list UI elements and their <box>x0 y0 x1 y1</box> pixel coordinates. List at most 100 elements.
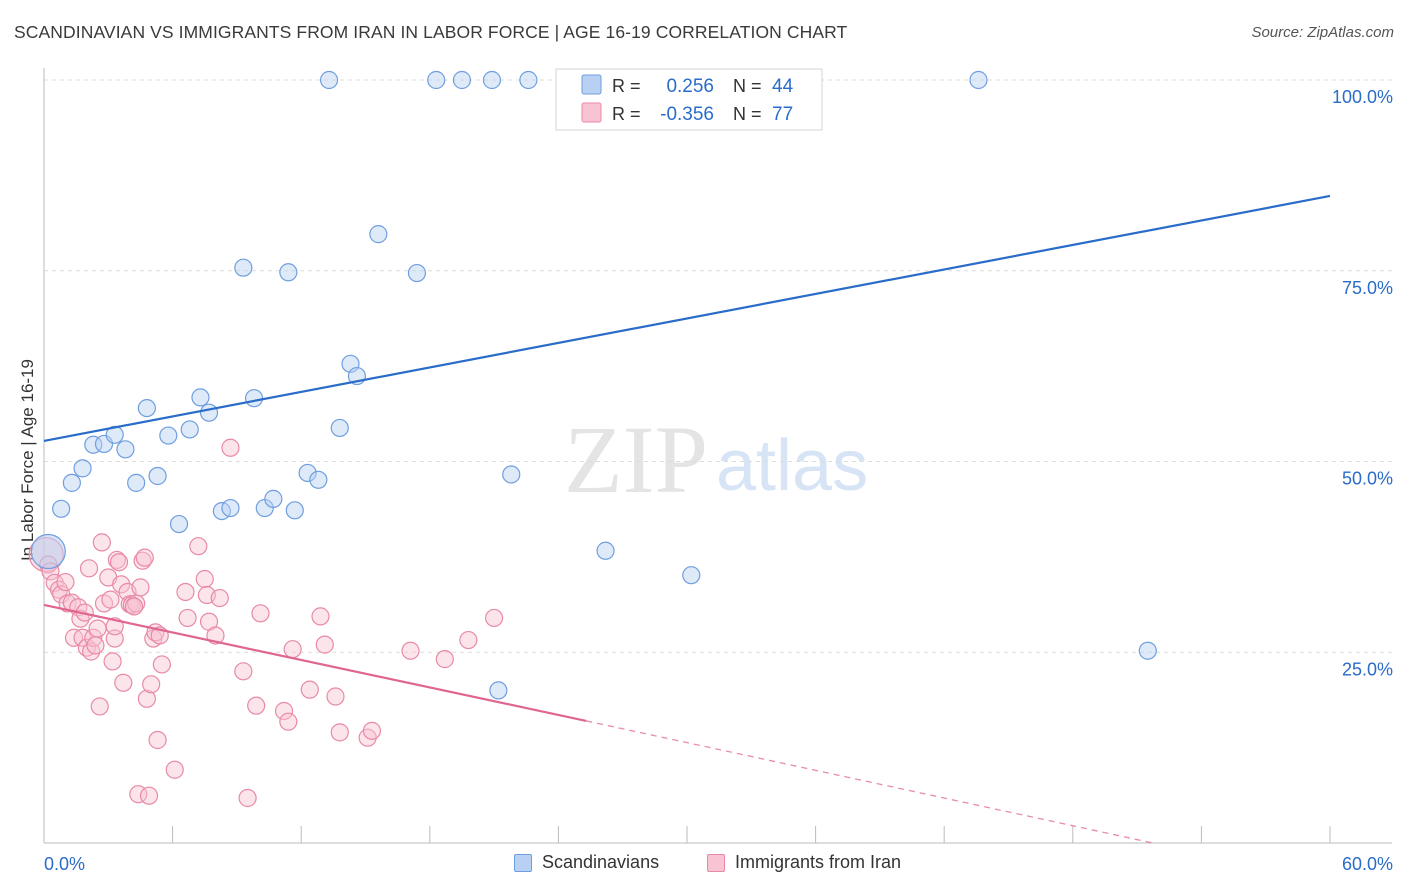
iran-point-6 <box>56 572 75 592</box>
iran-point-37 <box>133 551 152 570</box>
scandinavians-point-40 <box>682 566 701 585</box>
trend-line-scandinavians <box>43 194 1331 442</box>
y-tick-label-0: 25.0% <box>1342 659 1393 679</box>
x-tick-label-0: 0.0% <box>44 854 85 874</box>
iran-point-56 <box>221 438 240 457</box>
scandinavians-point-23 <box>285 501 304 520</box>
iran-point-57 <box>234 662 253 681</box>
scandinavians-point-12 <box>169 514 189 534</box>
iran-point-25 <box>103 652 122 671</box>
scandinavians-point-30 <box>369 225 388 244</box>
iran-point-71 <box>401 641 420 660</box>
y-tick-labels: 25.0% 50.0% 75.0% 100.0% <box>1332 87 1393 679</box>
iran-point-18 <box>86 636 105 655</box>
iran-point-19 <box>88 619 107 638</box>
scandinavians-point-8 <box>127 473 146 492</box>
legend-n-label-pink: N = <box>733 104 762 124</box>
iran-point-50 <box>189 537 208 556</box>
iran-point-60 <box>251 604 270 623</box>
iran-point-47 <box>165 760 184 779</box>
iran-point-59 <box>247 696 266 715</box>
iran-point-15 <box>79 559 99 578</box>
scandinavians-point-34 <box>482 70 502 90</box>
y-tick-label-3: 100.0% <box>1332 87 1393 107</box>
iran-point-62 <box>279 712 298 731</box>
trend-lines <box>43 194 1331 844</box>
iran-point-68 <box>330 723 349 742</box>
legend-r-value-blue: 0.256 <box>666 76 714 97</box>
scandinavians-point-33 <box>452 70 472 90</box>
iran-point-74 <box>485 608 504 628</box>
iran-point-41 <box>142 675 161 694</box>
scandinavians-point-26 <box>319 70 339 90</box>
legend-n-value-blue: 44 <box>772 76 794 97</box>
scandinavians-point-43 <box>489 681 508 700</box>
scandinavians-point-36 <box>519 70 538 90</box>
iran-point-49 <box>178 608 197 628</box>
scandinavians-point-42 <box>1138 641 1157 660</box>
y-tick-label-2: 75.0% <box>1342 278 1393 298</box>
iran-point-38 <box>135 548 154 567</box>
legend-label-scandinavians: Scandinavians <box>542 852 660 872</box>
y-tick-label-1: 50.0% <box>1342 469 1393 489</box>
legend-item-iran[interactable]: Immigrants from Iran <box>707 852 901 873</box>
iran-point-36 <box>131 578 150 597</box>
iran-point-55 <box>210 588 229 608</box>
iran-point-67 <box>326 687 345 706</box>
scandinavians-point-15 <box>199 403 219 422</box>
iran-point-48 <box>176 582 195 602</box>
scandinavians-point-13 <box>180 420 199 439</box>
scandinavians-point-3 <box>73 459 92 478</box>
series-scandinavians-points <box>30 70 1157 700</box>
scandinavians-point-31 <box>407 263 427 283</box>
trend-line-iran <box>43 603 587 722</box>
grid <box>44 79 1392 653</box>
legend-item-scandinavians[interactable]: Scandinavians <box>514 852 659 873</box>
watermark-zip: ZIP <box>564 406 708 513</box>
scandinavians-point-7 <box>116 440 135 459</box>
scandinavians-point-10 <box>148 466 167 486</box>
scandinavians-point-25 <box>309 470 328 489</box>
legend-swatch-iran <box>707 853 725 872</box>
axes <box>43 68 1392 844</box>
iran-point-63 <box>283 640 302 659</box>
source-credit: Source: ZipAtlas.com <box>1251 24 1394 41</box>
trend-line-iran-extension <box>586 720 1154 844</box>
iran-point-73 <box>459 630 478 650</box>
bottom-legend: Scandinavians Immigrants from Iran <box>0 852 1406 878</box>
scandinavians-point-9 <box>137 398 156 418</box>
scandinavians-point-32 <box>427 70 446 90</box>
scandinavians-point-2 <box>62 473 81 492</box>
scandinavians-point-18 <box>234 258 253 277</box>
scandinavians-point-27 <box>330 418 349 438</box>
scandinavians-point-22 <box>279 263 298 282</box>
legend-swatch-blue <box>581 74 602 95</box>
iran-point-61 <box>274 701 294 721</box>
scandinavians-point-17 <box>221 498 240 518</box>
x-tick-labels: 0.0% 60.0% <box>44 854 1393 874</box>
iran-point-66 <box>315 635 334 654</box>
iran-point-40 <box>139 786 159 805</box>
iran-point-28 <box>109 553 129 572</box>
scandinavians-point-1 <box>52 499 71 518</box>
iran-point-44 <box>148 730 167 750</box>
iran-point-51 <box>195 569 214 589</box>
legend-swatch-scandinavians <box>514 853 532 872</box>
scandinavians-point-21 <box>264 489 283 508</box>
iran-point-29 <box>112 575 131 594</box>
iran-point-58 <box>238 788 257 808</box>
scandinavians-point-11 <box>159 426 178 445</box>
iran-point-75 <box>124 597 144 616</box>
scandinavians-point-24 <box>298 463 317 483</box>
legend-r-label-pink: R = <box>612 104 641 124</box>
scandinavians-point-39 <box>596 541 615 560</box>
legend-label-iran: Immigrants from Iran <box>735 852 902 872</box>
iran-point-65 <box>311 607 330 626</box>
scandinavians-point-14 <box>191 388 210 407</box>
iran-point-72 <box>435 650 454 669</box>
scandinavians-point-0 <box>30 533 66 570</box>
x-tick-label-1: 60.0% <box>1342 854 1393 874</box>
watermark-atlas: atlas <box>716 426 868 506</box>
legend-swatch-pink <box>581 102 602 123</box>
